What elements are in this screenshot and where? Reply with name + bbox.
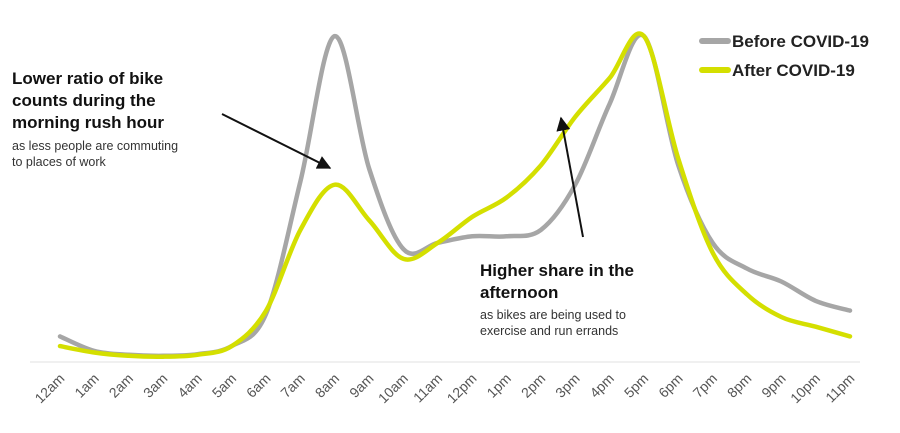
x-tick-label: 2pm: [518, 370, 549, 401]
series-line-before-covid: [57, 32, 853, 359]
x-tick-label: 1am: [71, 370, 102, 401]
annotation-afternoon-title-line1: Higher share in the: [480, 261, 634, 280]
x-tick-label: 3pm: [552, 370, 583, 401]
legend: Before COVID-19 After COVID-19: [699, 32, 869, 80]
annotation-morning: Lower ratio of bike counts during the mo…: [12, 69, 332, 169]
x-tick-label: 10pm: [787, 370, 823, 406]
series-line-after-covid: [57, 31, 853, 359]
annotation-afternoon: Higher share in the afternoon as bikes a…: [480, 116, 634, 338]
x-tick-label: 7pm: [690, 370, 721, 401]
x-tick-label: 8pm: [724, 370, 755, 401]
x-tick-label: 12am: [31, 370, 67, 406]
x-tick-label: 11pm: [822, 370, 857, 405]
annotation-afternoon-subtitle-line1: as bikes are being used to: [480, 308, 626, 322]
x-tick-label: 7am: [277, 370, 308, 401]
annotation-morning-subtitle-line1: as less people are commuting: [12, 139, 178, 153]
annotation-afternoon-title-line2: afternoon: [480, 283, 558, 302]
x-tick-label: 9am: [346, 370, 377, 401]
legend-label-before: Before COVID-19: [732, 32, 869, 51]
annotation-afternoon-arrow: [556, 116, 584, 238]
x-tick-label: 10am: [375, 370, 411, 406]
series-layer: [57, 31, 853, 359]
legend-label-after: After COVID-19: [732, 61, 855, 80]
annotation-morning-title-line1: Lower ratio of bike: [12, 69, 163, 88]
x-tick-label: 3am: [140, 370, 171, 401]
x-tick-label: 4pm: [586, 370, 617, 401]
annotation-morning-arrow: [221, 113, 332, 169]
x-tick-label: 12pm: [444, 370, 480, 406]
annotation-morning-title-line3: morning rush hour: [12, 113, 164, 132]
x-tick-label: 11am: [410, 370, 445, 405]
x-tick-label: 5am: [209, 370, 240, 401]
annotation-afternoon-subtitle-line2: exercise and run errands: [480, 324, 618, 338]
x-tick-label: 4am: [174, 370, 205, 401]
x-tick-label: 6am: [243, 370, 274, 401]
annotation-morning-subtitle-line2: to places of work: [12, 155, 107, 169]
x-tick-label: 8am: [312, 370, 343, 401]
x-tick-label: 1pm: [483, 370, 514, 401]
x-tick-label: 6pm: [655, 370, 686, 401]
x-tick-label: 9pm: [758, 370, 789, 401]
annotation-morning-title-line2: counts during the: [12, 91, 156, 110]
x-tick-label: 5pm: [621, 370, 652, 401]
x-tick-label: 2am: [106, 370, 137, 401]
